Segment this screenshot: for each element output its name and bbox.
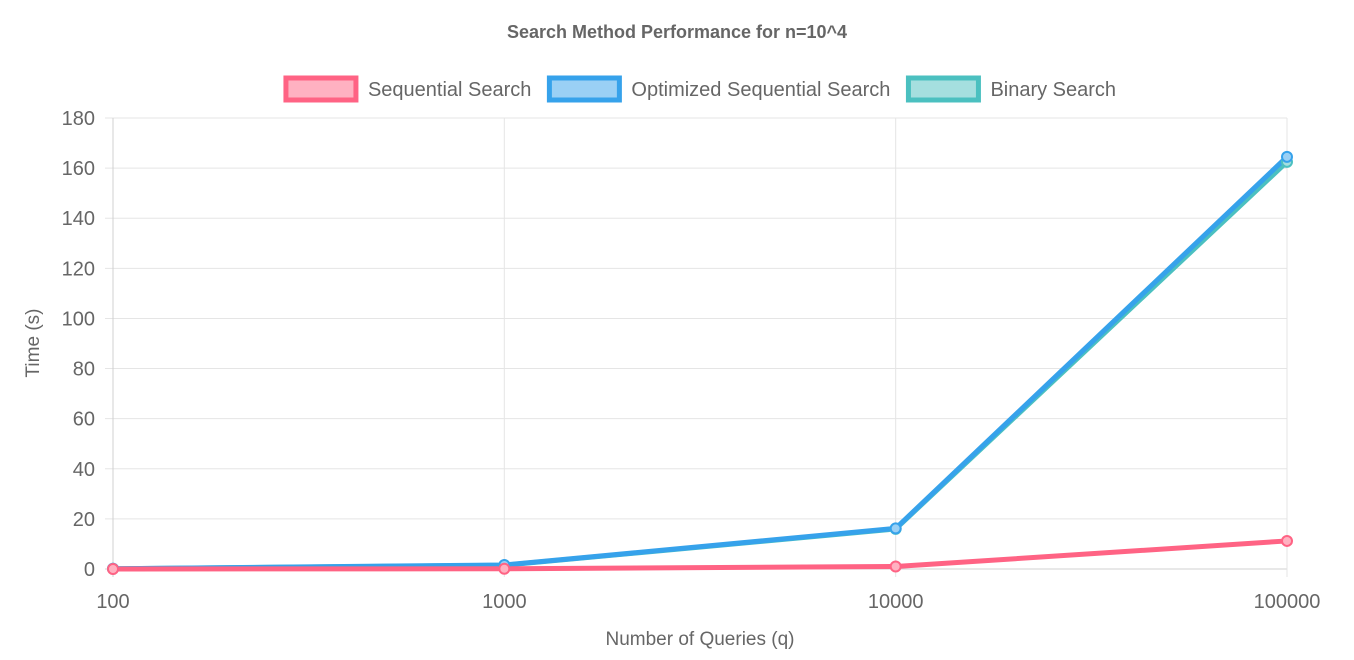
legend-swatch [546, 75, 622, 103]
series-lines [110, 154, 1290, 572]
chart-title: Search Method Performance for n=10^4 [507, 22, 847, 42]
y-tick-label: 40 [73, 459, 95, 481]
y-tick-label: 80 [73, 359, 95, 381]
legend-item[interactable]: Optimized Sequential Search [546, 75, 890, 103]
data-point[interactable] [889, 522, 902, 535]
series-line [110, 159, 1290, 572]
legend-swatch [905, 75, 981, 103]
legend-label: Optimized Sequential Search [631, 79, 890, 101]
legend-item[interactable]: Binary Search [905, 75, 1116, 103]
y-tick-label: 20 [73, 509, 95, 531]
y-axis-ticks: 0 20 40 60 80 100 120 140 160 180 [62, 108, 95, 581]
y-tick-label: 160 [62, 158, 95, 180]
y-tick-label: 100 [62, 308, 95, 330]
x-axis-title: Number of Queries (q) [605, 629, 794, 650]
data-point[interactable] [889, 560, 902, 573]
y-tick-label: 60 [73, 409, 95, 431]
data-point[interactable] [498, 562, 511, 575]
x-tick-label: 100000 [1254, 591, 1321, 613]
data-point[interactable] [107, 563, 119, 575]
y-tick-label: 0 [84, 559, 95, 581]
legend-swatch [283, 75, 359, 103]
x-tick-label: 100 [96, 591, 129, 613]
grid-lines [105, 117, 1288, 577]
legend-label: Sequential Search [368, 79, 531, 101]
legend-item[interactable]: Sequential Search [283, 75, 531, 103]
series-line [110, 538, 1290, 572]
y-tick-label: 120 [62, 258, 95, 280]
legend: Sequential Search Optimized Sequential Se… [283, 75, 1116, 103]
series-points [107, 150, 1293, 575]
y-axis-title: Time (s) [23, 309, 44, 378]
legend-label: Binary Search [990, 79, 1116, 101]
x-axis-ticks: 100 1000 10000 100000 [96, 591, 1320, 613]
data-point[interactable] [1281, 534, 1293, 547]
y-tick-label: 140 [62, 208, 95, 230]
x-tick-label: 1000 [482, 591, 527, 613]
data-point[interactable] [1281, 150, 1293, 163]
x-tick-label: 10000 [868, 591, 924, 613]
y-tick-label: 180 [62, 108, 95, 130]
